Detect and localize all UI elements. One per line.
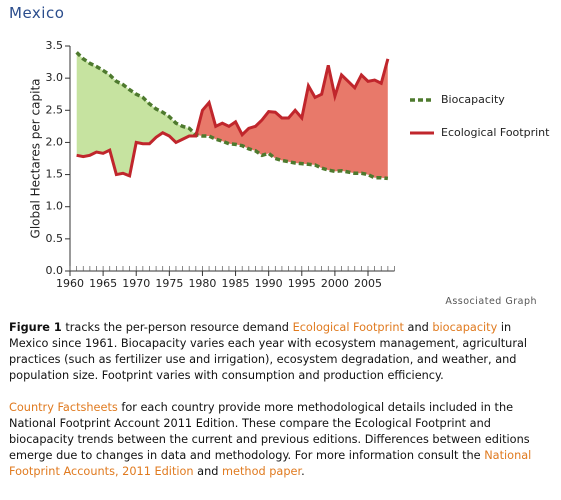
link[interactable]: National Footprint Accounts, 2011 Editio… — [9, 449, 532, 478]
chart: 0.0 0.5 1.0 1.5 2.0 2.5 3.0 3.5 1960 1965 1970 1975… — [29, 39, 551, 290]
associated-graph-link[interactable]: Associated Graph — [445, 296, 537, 307]
x-tick-label: 2000 — [321, 277, 349, 290]
legend-label: Biocapacity — [441, 93, 505, 106]
y-tick-label: 2.0 — [46, 135, 64, 148]
y-axis-label: Global Hectares per capita — [29, 79, 43, 239]
link[interactable]: Country Factsheets — [9, 401, 118, 414]
text: for each country provide more methodolog… — [9, 401, 530, 462]
text: in Mexico since 1961. Biocapacity varies… — [9, 321, 528, 382]
x-tick-label: 1960 — [56, 277, 84, 290]
paragraph: Figure 1 tracks the per-person resource … — [9, 320, 537, 384]
y-tick-label: 2.5 — [46, 103, 64, 116]
y-tick-label: 0.0 — [46, 264, 64, 277]
series-line — [75, 51, 389, 181]
page-title: Mexico — [9, 4, 65, 22]
y-tick-label: 1.0 — [46, 200, 64, 213]
legend-label: Ecological Footprint — [441, 126, 550, 139]
link[interactable]: method paper — [222, 465, 302, 478]
x-tick-label: 1970 — [122, 277, 150, 290]
paragraph: Country Factsheets for each country prov… — [9, 400, 537, 480]
x-tick-label: 2005 — [354, 277, 382, 290]
y-tick-label: 1.5 — [46, 168, 64, 181]
x-tick-label: 1985 — [222, 277, 250, 290]
x-tick-label: 1990 — [255, 277, 283, 290]
y-tick-label: 3.0 — [46, 71, 64, 84]
bold-text: Figure 1 — [9, 321, 62, 334]
series-line — [76, 58, 390, 178]
x-tick-label: 1975 — [155, 277, 183, 290]
x-tick-label: 1995 — [288, 277, 316, 290]
text: and — [403, 321, 433, 334]
text: . — [301, 465, 305, 478]
y-tick-label: 3.5 — [46, 39, 64, 52]
text: and — [193, 465, 223, 478]
text: tracks the per-person resource demand — [61, 321, 293, 334]
y-tick-label: 0.5 — [46, 232, 64, 245]
link[interactable]: Ecological Footprint — [292, 321, 404, 334]
x-tick-label: 1980 — [188, 277, 216, 290]
link[interactable]: biocapacity — [432, 321, 498, 334]
x-tick-label: 1965 — [89, 277, 117, 290]
